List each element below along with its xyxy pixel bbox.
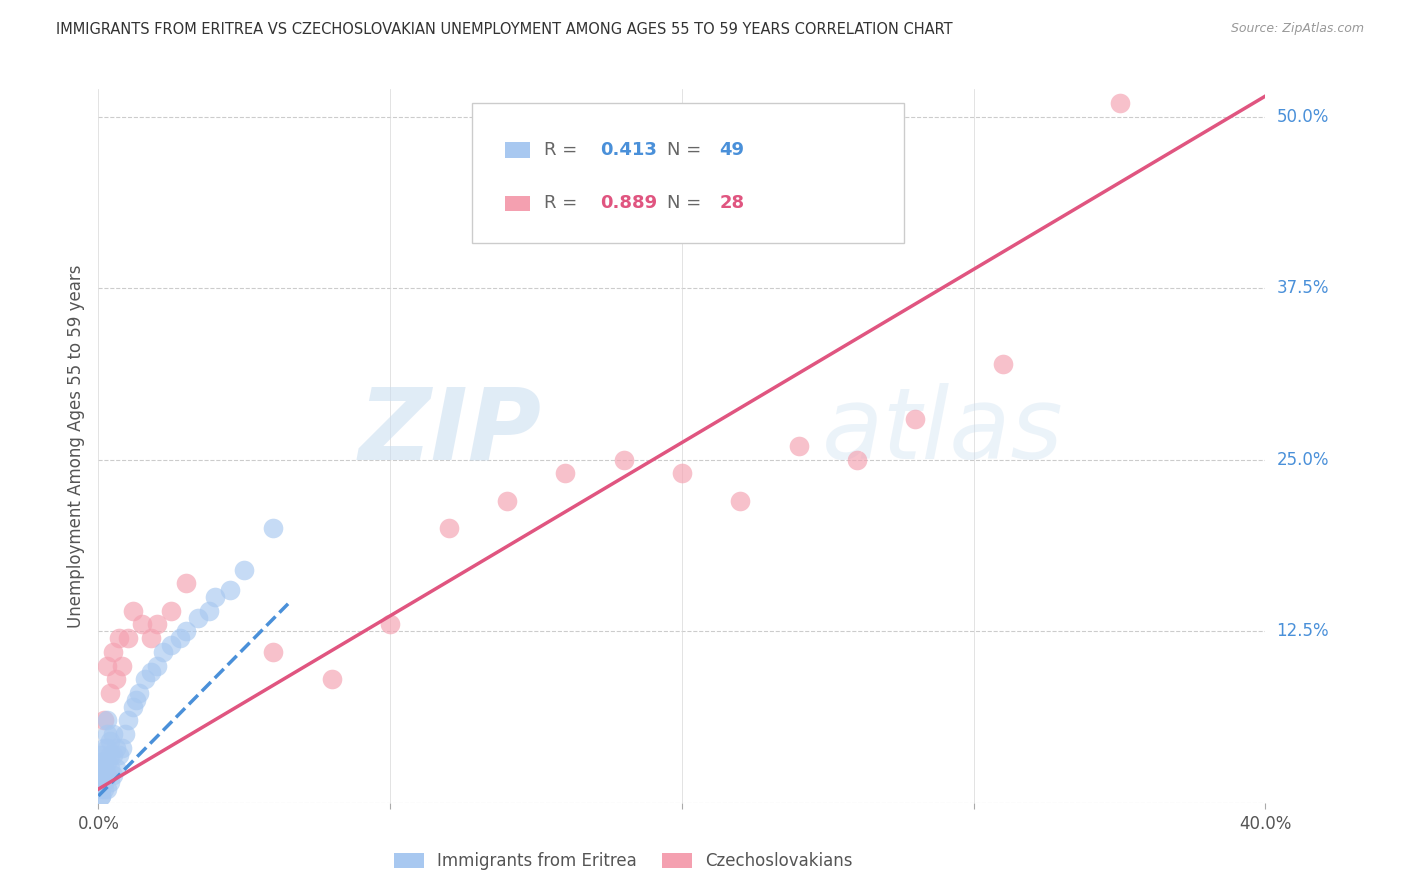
FancyBboxPatch shape xyxy=(472,103,904,243)
Point xyxy=(90,775,112,789)
Point xyxy=(90,789,112,803)
Text: 0.889: 0.889 xyxy=(600,194,658,212)
Point xyxy=(90,762,112,776)
Point xyxy=(96,727,118,741)
Point xyxy=(108,747,131,762)
Point xyxy=(125,693,148,707)
Point xyxy=(218,583,240,598)
Text: 25.0%: 25.0% xyxy=(1277,450,1329,468)
Point xyxy=(134,673,156,687)
Point xyxy=(90,768,112,782)
Point xyxy=(101,747,124,762)
Point xyxy=(160,604,183,618)
Text: 12.5%: 12.5% xyxy=(1277,623,1329,640)
Point xyxy=(90,789,112,803)
Point xyxy=(117,631,139,645)
Point xyxy=(495,494,517,508)
Point xyxy=(93,768,115,782)
Point xyxy=(437,521,460,535)
Text: 0.413: 0.413 xyxy=(600,141,657,159)
Point xyxy=(174,576,197,591)
Legend: Immigrants from Eritrea, Czechoslovakians: Immigrants from Eritrea, Czechoslovakian… xyxy=(388,846,859,877)
Point xyxy=(321,673,343,687)
Point xyxy=(98,775,121,789)
Point xyxy=(101,768,124,782)
Point xyxy=(96,768,118,782)
Point xyxy=(111,740,134,755)
Point xyxy=(262,645,284,659)
Point xyxy=(122,699,145,714)
Point xyxy=(671,467,693,481)
Point xyxy=(991,357,1014,371)
Point xyxy=(904,411,927,425)
Point xyxy=(233,562,256,576)
Point xyxy=(96,782,118,797)
Point xyxy=(104,762,127,776)
Point xyxy=(378,617,402,632)
Point xyxy=(174,624,197,639)
Point xyxy=(101,727,124,741)
Point xyxy=(554,467,576,481)
Text: Source: ZipAtlas.com: Source: ZipAtlas.com xyxy=(1230,22,1364,36)
Point xyxy=(96,658,118,673)
Point xyxy=(93,740,115,755)
Text: 49: 49 xyxy=(720,141,744,159)
Point xyxy=(98,747,121,762)
Point xyxy=(187,610,209,624)
Point xyxy=(90,782,112,797)
Point xyxy=(139,665,162,680)
Text: ZIP: ZIP xyxy=(359,384,541,480)
Point xyxy=(728,494,751,508)
Text: atlas: atlas xyxy=(823,384,1063,480)
Point xyxy=(787,439,810,453)
Point xyxy=(146,658,169,673)
Point xyxy=(160,638,183,652)
Text: R =: R = xyxy=(544,141,583,159)
Point xyxy=(93,714,115,728)
Point xyxy=(93,782,115,797)
Point xyxy=(96,714,118,728)
Point xyxy=(845,452,868,467)
Point xyxy=(108,631,131,645)
Point xyxy=(169,631,191,645)
Point xyxy=(117,714,139,728)
Point xyxy=(1108,95,1130,110)
Point xyxy=(98,686,121,700)
Text: N =: N = xyxy=(666,194,707,212)
Point xyxy=(122,604,145,618)
FancyBboxPatch shape xyxy=(505,142,530,158)
Point xyxy=(152,645,174,659)
Point xyxy=(146,617,169,632)
Text: IMMIGRANTS FROM ERITREA VS CZECHOSLOVAKIAN UNEMPLOYMENT AMONG AGES 55 TO 59 YEAR: IMMIGRANTS FROM ERITREA VS CZECHOSLOVAKI… xyxy=(56,22,953,37)
Point xyxy=(90,755,112,769)
Point xyxy=(111,658,134,673)
Point xyxy=(128,686,150,700)
Point xyxy=(93,762,115,776)
Point xyxy=(104,673,127,687)
Text: 37.5%: 37.5% xyxy=(1277,279,1329,297)
Text: 28: 28 xyxy=(720,194,744,212)
Point xyxy=(204,590,226,604)
Point xyxy=(131,617,153,632)
Point xyxy=(139,631,162,645)
Point xyxy=(114,727,136,741)
Point xyxy=(98,762,121,776)
Point xyxy=(198,604,221,618)
Point xyxy=(90,747,112,762)
FancyBboxPatch shape xyxy=(505,195,530,211)
Text: N =: N = xyxy=(666,141,707,159)
Point xyxy=(262,521,284,535)
Text: 50.0%: 50.0% xyxy=(1277,108,1329,126)
Point xyxy=(101,645,124,659)
Text: R =: R = xyxy=(544,194,583,212)
Point xyxy=(93,775,115,789)
Point xyxy=(96,755,118,769)
Point xyxy=(93,755,115,769)
Point xyxy=(612,452,634,467)
Point xyxy=(98,734,121,748)
Y-axis label: Unemployment Among Ages 55 to 59 years: Unemployment Among Ages 55 to 59 years xyxy=(66,264,84,628)
Point xyxy=(104,740,127,755)
Point xyxy=(96,740,118,755)
